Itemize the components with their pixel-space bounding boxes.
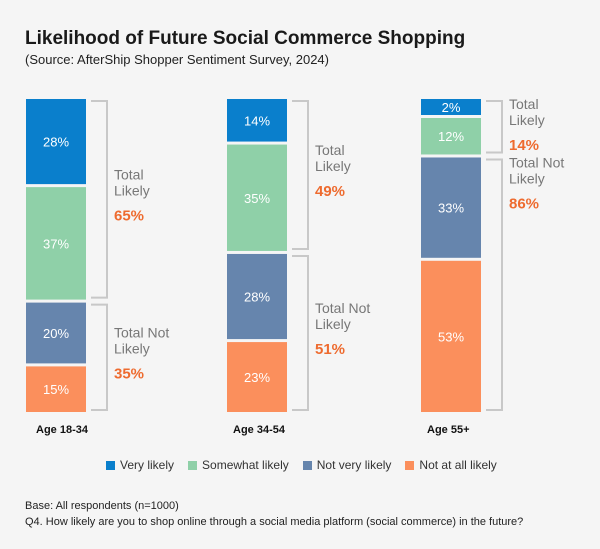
bracket <box>91 303 108 411</box>
bracket <box>486 158 503 411</box>
legend-item-very-likely: Very likely <box>106 458 174 472</box>
bracket-total: 35% <box>114 365 144 382</box>
bracket-total: 51% <box>315 341 345 358</box>
bracket-total: 14% <box>509 137 539 154</box>
bar-segment <box>421 260 481 412</box>
bracket-label: Total Not <box>114 324 169 340</box>
chart-subtitle: (Source: AfterShip Shopper Sentiment Sur… <box>25 52 329 67</box>
legend-swatch <box>106 460 115 470</box>
bar-segment <box>227 99 287 142</box>
bracket <box>486 100 503 154</box>
legend-label: Somewhat likely <box>202 458 289 472</box>
data-label: 14% <box>244 113 270 128</box>
bar-segment <box>421 157 481 258</box>
bracket-label: Likely <box>509 170 545 186</box>
bracket-label: Total <box>315 142 345 158</box>
category-label: Age 34-54 <box>233 424 286 436</box>
bar-segment <box>26 302 86 364</box>
footer-base: Base: All respondents (n=1000) <box>25 500 179 512</box>
category-label: Age 18-34 <box>36 424 89 436</box>
data-label: 12% <box>438 129 464 144</box>
legend-swatch <box>302 460 312 470</box>
bar-segment <box>421 99 481 115</box>
data-label: 15% <box>43 382 69 397</box>
legend-label: Not very likely <box>316 458 392 472</box>
bar-segment <box>227 144 287 251</box>
data-label: 2% <box>442 100 461 115</box>
data-label: 28% <box>244 290 270 305</box>
bracket <box>292 100 309 250</box>
legend-item-somewhat-likely: Somewhat likely <box>188 458 289 472</box>
bracket <box>292 254 309 411</box>
legend-item-not-at-all-likely: Not at all likely <box>405 458 497 472</box>
legend: Very likely Somewhat likely Not very lik… <box>106 458 497 472</box>
bar-segment <box>26 366 86 412</box>
bracket-label: Total <box>509 96 539 112</box>
bracket-total: 65% <box>114 207 144 224</box>
footer-question: Q4. How likely are you to shop online th… <box>25 516 524 528</box>
bracket <box>91 100 108 299</box>
data-label: 53% <box>438 329 464 344</box>
data-label: 35% <box>244 191 270 206</box>
data-label: 33% <box>438 201 464 216</box>
legend-label: Not at all likely <box>419 458 497 472</box>
bracket-label: Likely <box>315 316 351 332</box>
bracket-label: Likely <box>509 112 545 128</box>
bar-segment <box>227 253 287 340</box>
data-label: 37% <box>43 236 69 251</box>
data-label: 28% <box>43 135 69 150</box>
bracket-label: Likely <box>315 158 351 174</box>
bracket-label: Likely <box>114 340 150 356</box>
category-label: Age 55+ <box>427 424 470 436</box>
bar-segment <box>26 187 86 300</box>
bracket-label: Likely <box>114 182 150 198</box>
data-label: 20% <box>43 326 69 341</box>
legend-label: Very likely <box>120 458 175 472</box>
bracket-total: 49% <box>315 183 345 200</box>
bracket-total: 86% <box>509 195 539 212</box>
legend-swatch <box>405 460 415 470</box>
chart-title: Likelihood of Future Social Commerce Sho… <box>25 28 466 49</box>
bar-segment <box>421 118 481 155</box>
bracket-label: Total Not <box>509 154 564 170</box>
data-label: 23% <box>244 370 270 385</box>
legend-item-not-very-likely: Not very likely <box>302 458 392 472</box>
bracket-label: Total <box>114 166 144 182</box>
bar-segment <box>26 99 86 185</box>
bracket-label: Total Not <box>315 300 370 316</box>
bar-segment <box>227 342 287 412</box>
legend-swatch <box>188 460 198 470</box>
